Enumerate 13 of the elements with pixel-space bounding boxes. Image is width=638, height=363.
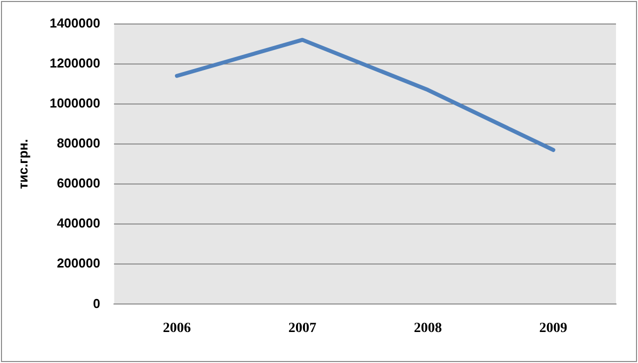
x-tick-label: 2007 [288,321,316,336]
y-tick-label: 1000000 [50,95,100,110]
x-tick-label: 2008 [414,321,442,336]
x-tick-label: 2006 [162,321,191,336]
y-tick-label: 200000 [56,256,100,271]
y-tick-label: 600000 [56,176,100,191]
y-axis-title: тис.грн. [15,138,30,190]
y-tick-label: 1200000 [50,55,100,70]
y-tick-label: 400000 [56,216,100,231]
x-tick-label: 2009 [539,321,568,336]
y-tick-label: 1400000 [50,15,100,30]
y-tick-label: 800000 [56,136,100,151]
y-tick-label: 0 [92,296,100,311]
